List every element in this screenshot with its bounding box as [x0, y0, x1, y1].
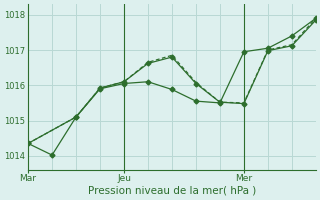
X-axis label: Pression niveau de la mer( hPa ): Pression niveau de la mer( hPa )	[88, 186, 256, 196]
